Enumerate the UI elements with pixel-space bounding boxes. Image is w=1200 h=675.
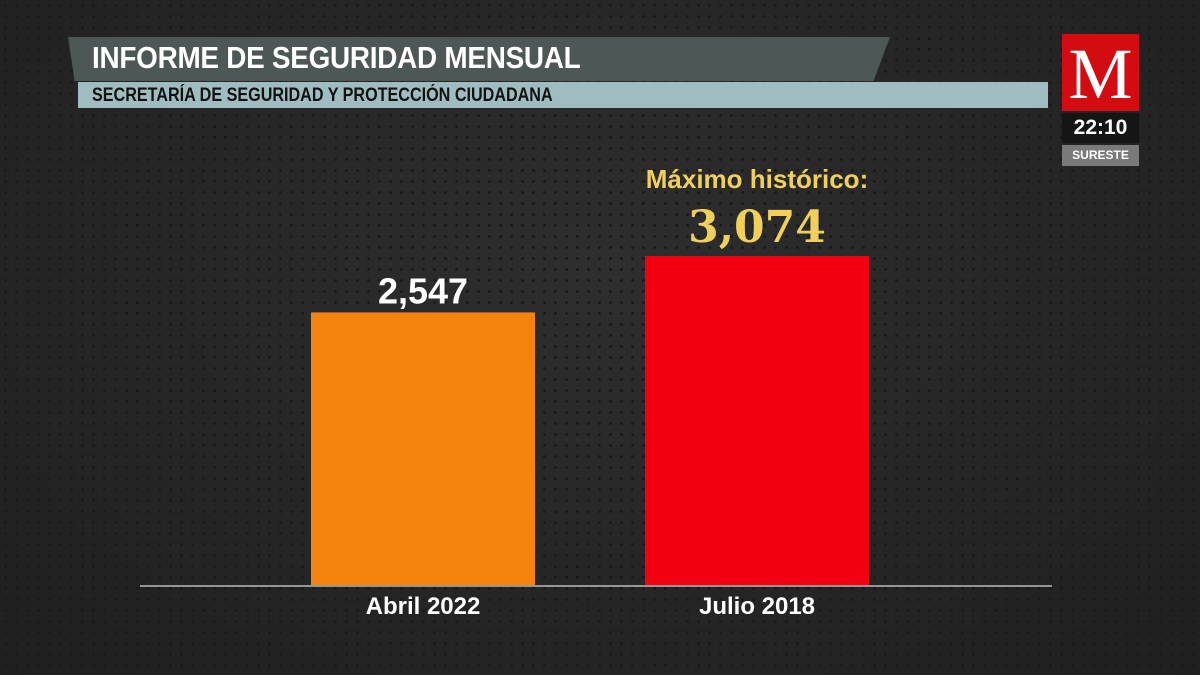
page-title: INFORME DE SEGURIDAD MENSUAL xyxy=(92,40,581,75)
category-label-0: Abril 2022 xyxy=(366,593,481,620)
subtitle-band xyxy=(78,82,1048,108)
category-label-1: Julio 2018 xyxy=(699,593,815,620)
bar-0 xyxy=(311,312,535,585)
channel-logo: M xyxy=(1062,34,1139,114)
broadcast-time: 22:10 xyxy=(1062,113,1139,143)
data-label-0: 2,547 xyxy=(378,270,468,311)
title-band xyxy=(68,37,890,81)
data-label-1: 3,074 xyxy=(688,202,826,253)
broadcast-region: SURESTE xyxy=(1062,145,1139,166)
page-subtitle: SECRETARÍA DE SEGURIDAD Y PROTECCIÓN CIU… xyxy=(92,85,553,106)
annotation-label: Máximo histórico: xyxy=(646,164,868,194)
bar-1 xyxy=(645,256,869,585)
